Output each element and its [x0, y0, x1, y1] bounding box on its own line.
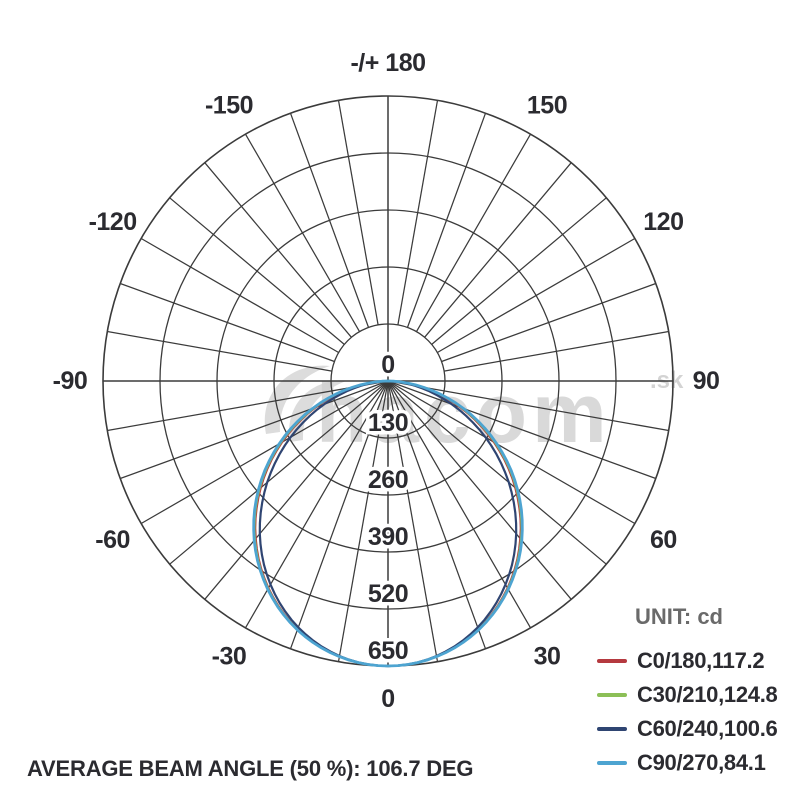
radial-tick-130: 130	[368, 409, 408, 437]
legend-item-c0: C0/180,117.2	[597, 644, 797, 678]
legend-dash-c0-icon	[597, 659, 627, 663]
polar-grid	[102, 95, 674, 667]
angle-label-30: 30	[534, 642, 561, 670]
legend-dash-c90-icon	[597, 761, 627, 765]
legend-dash-c30-icon	[597, 693, 627, 697]
average-beam-angle-text: AVERAGE BEAM ANGLE (50 %): 106.7 DEG	[27, 756, 474, 781]
angle-label--150: -150	[205, 92, 253, 120]
legend-item-c60: C60/240,100.6	[597, 712, 797, 746]
angle-label--120: -120	[89, 208, 137, 236]
angle-label--180: -/+ 180	[350, 49, 425, 77]
angle-label--60: -60	[95, 526, 130, 554]
angle-label-90: 90	[693, 367, 720, 395]
angle-label-150: 150	[527, 92, 567, 120]
intensity-curves	[252, 379, 524, 668]
watermark-logo-icon	[264, 365, 330, 434]
angle-label-120: 120	[643, 208, 683, 236]
legend-item-c30: C30/210,124.8	[597, 678, 797, 712]
angle-label-0: 0	[381, 685, 394, 713]
legend-label-c90: C90/270,84.1	[637, 750, 766, 775]
angle-label--30: -30	[212, 642, 247, 670]
unit-label: UNIT: cd	[635, 604, 723, 629]
axis-labels: -/+ 180 150 120 90 60 30 0 -30 -60 -90 -120 -150 0 13…	[53, 49, 720, 713]
curve-c90-270	[252, 379, 524, 668]
radial-tick-650: 650	[368, 637, 408, 665]
radial-tick-0: 0	[381, 351, 394, 379]
legend-label-c30: C30/210,124.8	[637, 682, 778, 707]
legend-label-c60: C60/240,100.6	[637, 716, 778, 741]
angle-label-60: 60	[650, 526, 677, 554]
radial-tick-260: 260	[368, 466, 408, 494]
legend-dash-c60-icon	[597, 727, 627, 731]
legend: UNIT: cd C0/180,117.2 C30/210,124.8 C60/…	[597, 604, 797, 780]
angle-label--90: -90	[53, 367, 88, 395]
legend-label-c0: C0/180,117.2	[637, 648, 765, 673]
legend-item-c90: C90/270,84.1	[597, 746, 797, 780]
radial-tick-520: 520	[368, 580, 408, 608]
radial-tick-390: 390	[368, 523, 408, 551]
